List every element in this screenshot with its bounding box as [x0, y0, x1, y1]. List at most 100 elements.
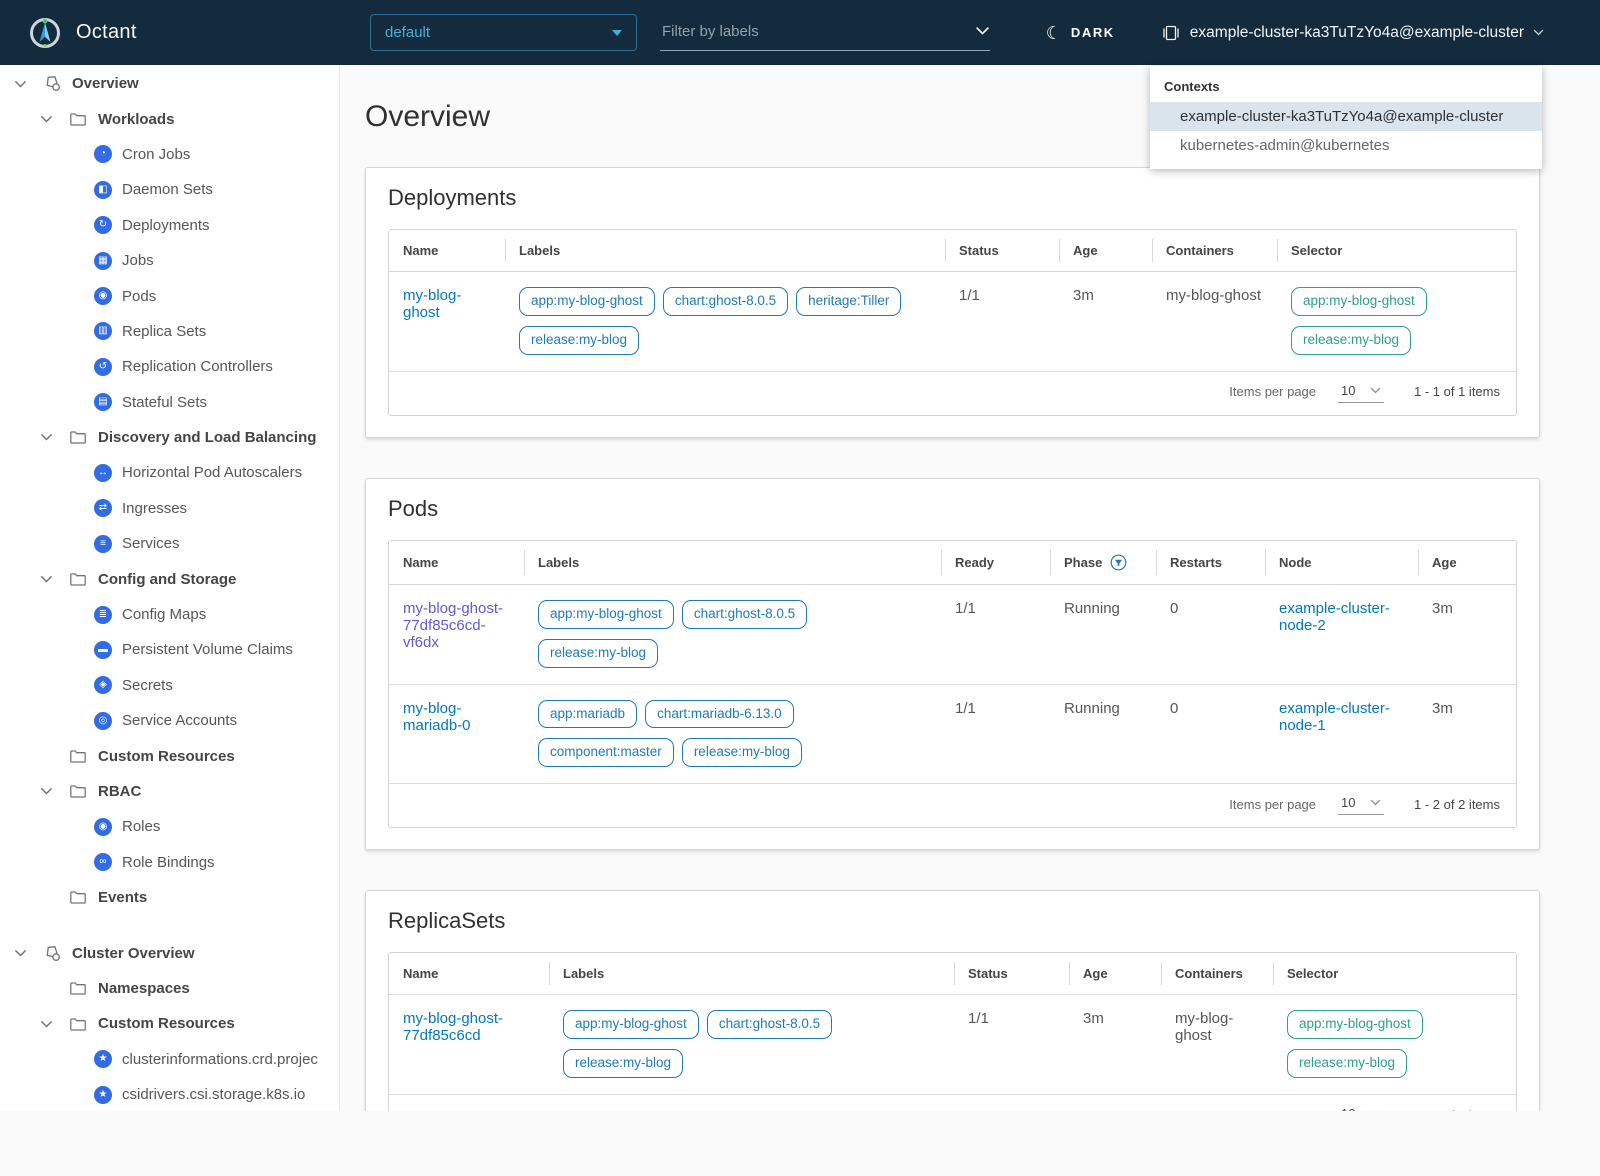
- label-pill[interactable]: heritage:Tiller: [796, 287, 902, 316]
- chevron-down-icon[interactable]: [12, 949, 28, 957]
- sidebar-item-namespaces[interactable]: Namespaces: [0, 971, 339, 1006]
- sidebar-item-workloads[interactable]: Workloads: [0, 101, 339, 136]
- secret-icon: ◈: [94, 676, 112, 695]
- column-header-selector: Selector: [1273, 953, 1516, 996]
- sidebar-item-config-and-storage[interactable]: Config and Storage: [0, 561, 339, 596]
- sidebar-item-label: clusterinformations.crd.projec: [122, 1050, 318, 1068]
- sidebar-item-events[interactable]: Events: [0, 880, 339, 915]
- cell-link[interactable]: example-cluster-node-1: [1279, 699, 1390, 734]
- chevron-down-icon[interactable]: [38, 787, 54, 795]
- cell-node: example-cluster-node-1: [1265, 683, 1418, 784]
- sidebar-item-daemon-sets[interactable]: ◧ Daemon Sets: [0, 172, 339, 207]
- filter-labels-input[interactable]: [660, 21, 975, 41]
- pods-table: Name Labels Ready Phase Restarts Node Age my-bl…: [388, 539, 1517, 829]
- label-pill[interactable]: release:my-blog: [563, 1049, 684, 1078]
- label-pill[interactable]: chart:ghost-8.0.5: [681, 599, 808, 629]
- filter-funnel-icon[interactable]: [1110, 554, 1127, 571]
- rolebinding-icon: ∞: [94, 853, 112, 872]
- context-selector[interactable]: example-cluster-ka3TuTzYo4a@example-clus…: [1161, 23, 1544, 43]
- pagination-range: 1 - 2 of 2 items: [1414, 796, 1500, 812]
- chevron-down-icon[interactable]: [38, 433, 54, 441]
- sidebar-item-deployments[interactable]: ↻ Deployments: [0, 208, 339, 243]
- pagination-range: 1 - 1 of 1 items: [1414, 384, 1500, 400]
- column-header-status: Status: [954, 953, 1069, 996]
- column-header-label: Name: [403, 554, 439, 570]
- label-pill[interactable]: app:my-blog-ghost: [563, 1010, 699, 1040]
- sidebar-item-label: Horizontal Pod Autoscalers: [122, 464, 303, 482]
- sidebar-item-persistent-volume-claims[interactable]: ▬ Persistent Volume Claims: [0, 632, 339, 667]
- chevron-down-icon[interactable]: [38, 575, 54, 583]
- label-pill[interactable]: release:my-blog: [538, 638, 659, 668]
- sidebar-item-config-maps[interactable]: ≣ Config Maps: [0, 597, 339, 632]
- selector-pill: release:my-blog: [1287, 1049, 1408, 1078]
- theme-toggle-label: DARK: [1070, 25, 1115, 40]
- cell-value: Running: [1064, 599, 1120, 617]
- column-header-name: Name: [389, 540, 524, 585]
- sidebar-item-role-bindings[interactable]: ∞ Role Bindings: [0, 845, 339, 880]
- folder-icon: [68, 1017, 88, 1031]
- sidebar-item-pods[interactable]: ◉ Pods: [0, 278, 339, 313]
- label-pill[interactable]: chart:mariadb-6.13.0: [645, 699, 794, 729]
- chevron-down-icon[interactable]: [38, 1020, 54, 1028]
- sidebar-item-replica-sets[interactable]: ▥ Replica Sets: [0, 314, 339, 349]
- sidebar-item-roles[interactable]: ◉ Roles: [0, 809, 339, 844]
- context-menu-item[interactable]: example-cluster-ka3TuTzYo4a@example-clus…: [1150, 102, 1542, 131]
- sidebar-item-custom-resources[interactable]: Custom Resources: [0, 1006, 339, 1041]
- column-header-label: Node: [1279, 554, 1312, 570]
- column-header-ready: Ready: [941, 540, 1050, 585]
- sidebar-item-stateful-sets[interactable]: ▤ Stateful Sets: [0, 385, 339, 420]
- sidebar-item-rbac[interactable]: RBAC: [0, 774, 339, 809]
- column-header-containers: Containers: [1161, 953, 1273, 996]
- context-menu-item[interactable]: kubernetes-admin@kubernetes: [1180, 137, 1390, 154]
- sidebar-item-label: Namespaces: [98, 979, 190, 997]
- items-per-page-value: 10: [1341, 795, 1356, 811]
- sidebar-item-cluster-overview[interactable]: Cluster Overview: [0, 935, 339, 970]
- statefulset-icon: ▤: [94, 393, 112, 412]
- dark-theme-toggle[interactable]: ☾ DARK: [1046, 24, 1115, 42]
- cell-labels: app:mariadb chart:mariadb-6.13.0 component…: [524, 683, 941, 784]
- sidebar-item-horizontal-pod-autoscalers[interactable]: ↔ Horizontal Pod Autoscalers: [0, 455, 339, 490]
- cell-link[interactable]: example-cluster-node-2: [1279, 599, 1390, 634]
- label-pill[interactable]: app:my-blog-ghost: [519, 287, 655, 316]
- sidebar-item-clusterinformations-crd-projec[interactable]: ★ clusterinformations.crd.projec: [0, 1042, 339, 1077]
- sidebar-item-overview[interactable]: Overview: [0, 66, 339, 101]
- items-per-page-select[interactable]: 10: [1338, 1104, 1384, 1111]
- cell-link[interactable]: my-blog-mariadb-0: [403, 699, 471, 734]
- cell-link[interactable]: my-blog-ghost: [403, 287, 462, 321]
- sidebar-item-secrets[interactable]: ◈ Secrets: [0, 668, 339, 703]
- cell-link[interactable]: my-blog-ghost-77df85c6cd-vf6dx: [403, 599, 504, 651]
- deployment-icon: ↻: [94, 216, 112, 235]
- items-per-page-select[interactable]: 10: [1338, 381, 1385, 403]
- sidebar-item-services[interactable]: ≡ Services: [0, 526, 339, 561]
- pod-icon: ◉: [94, 287, 112, 306]
- label-pill[interactable]: component:master: [538, 738, 674, 768]
- items-per-page-select[interactable]: 10: [1338, 793, 1385, 816]
- cell-link[interactable]: my-blog-ghost-77df85c6cd: [403, 1010, 504, 1045]
- sidebar-item-ingresses[interactable]: ⇄ Ingresses: [0, 491, 339, 526]
- label-pill[interactable]: chart:ghost-8.0.5: [706, 1010, 833, 1040]
- chevron-down-icon[interactable]: [38, 115, 54, 123]
- caret-down-icon: [612, 29, 622, 36]
- namespace-select[interactable]: default: [370, 14, 637, 51]
- sidebar-item-custom-resources[interactable]: Custom Resources: [0, 738, 339, 773]
- sidebar-item-discovery-and-load-balancing[interactable]: Discovery and Load Balancing: [0, 420, 339, 455]
- folder-icon: [68, 981, 88, 995]
- chevron-down-icon[interactable]: [12, 80, 28, 88]
- sidebar-item-replication-controllers[interactable]: ↺ Replication Controllers: [0, 349, 339, 384]
- sidebar-item-label: Ingresses: [122, 499, 188, 517]
- sidebar-item-label: Jobs: [122, 252, 154, 270]
- sidebar-item-cron-jobs[interactable]: ◔ Cron Jobs: [0, 137, 339, 172]
- label-pill[interactable]: chart:ghost-8.0.5: [662, 287, 789, 316]
- column-header-label: Labels: [519, 243, 561, 258]
- chevron-down-icon[interactable]: [975, 26, 990, 36]
- label-pill[interactable]: release:my-blog: [681, 738, 802, 768]
- filter-by-labels: [660, 15, 990, 51]
- sidebar-item-service-accounts[interactable]: ◎ Service Accounts: [0, 703, 339, 738]
- sidebar-item-jobs[interactable]: ▦ Jobs: [0, 243, 339, 278]
- label-pill[interactable]: app:mariadb: [538, 699, 638, 729]
- label-pill[interactable]: app:my-blog-ghost: [538, 599, 674, 629]
- cell-name: my-blog-ghost-77df85c6cd-vf6dx: [389, 585, 524, 684]
- column-header-restarts: Restarts: [1156, 540, 1265, 585]
- sidebar-item-csidrivers-csi-storage-k8s-io[interactable]: ★ csidrivers.csi.storage.k8s.io: [0, 1077, 339, 1111]
- label-pill[interactable]: release:my-blog: [519, 325, 640, 355]
